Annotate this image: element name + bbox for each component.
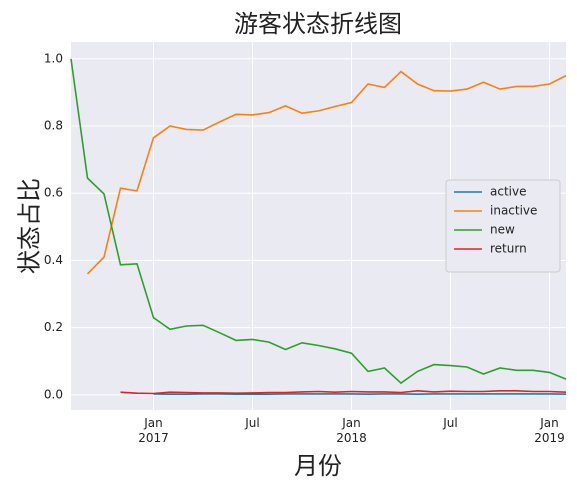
x-tick-label-line: 2018 [336, 431, 367, 445]
y-axis-label: 状态占比 [17, 178, 44, 274]
y-tick-label: 0.6 [44, 186, 63, 200]
y-tick-label: 0.8 [44, 119, 63, 133]
y-tick-label: 0.2 [44, 320, 63, 334]
legend-label: inactive [490, 204, 537, 218]
legend-label: return [490, 242, 527, 256]
legend-label: active [490, 185, 526, 199]
x-tick-label: Jul [442, 416, 457, 430]
y-tick-label: 0.4 [44, 253, 63, 267]
x-tick-label-line: Jan [539, 416, 559, 430]
x-tick-label-line: Jul [244, 416, 259, 430]
x-tick-label-line: 2019 [534, 431, 565, 445]
x-tick-label: Jul [244, 416, 259, 430]
x-axis-label: 月份 [294, 453, 342, 480]
legend-label: new [490, 223, 515, 237]
y-tick-label: 0.0 [44, 387, 63, 401]
x-tick-label-line: Jan [341, 416, 361, 430]
chart-title: 游客状态折线图 [234, 11, 402, 38]
x-tick-label-line: 2017 [138, 431, 169, 445]
x-tick-label-line: Jan [143, 416, 163, 430]
y-tick-label: 1.0 [44, 51, 63, 65]
x-tick-label-line: Jul [442, 416, 457, 430]
